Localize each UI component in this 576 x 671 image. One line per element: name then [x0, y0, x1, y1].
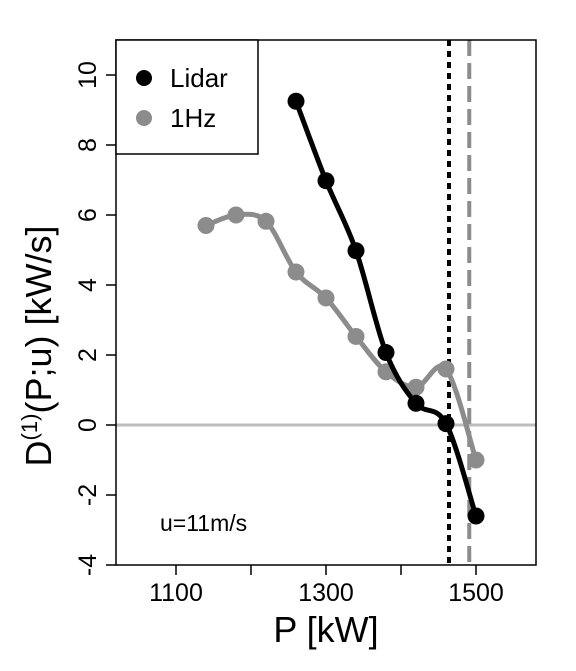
data-point-lidar-4: [377, 344, 395, 362]
x-axis-title: P [kW]: [273, 609, 378, 650]
data-point-1hz-2: [227, 206, 245, 224]
data-point-lidar-1: [287, 92, 305, 110]
y-tick-label: 2: [74, 348, 102, 362]
data-point-1hz-4: [287, 263, 305, 281]
x-tick-label: 1500: [448, 579, 504, 607]
y-axis: -4 -2 0 2 4 6 8 10: [74, 61, 116, 576]
y-tick-label: 6: [74, 208, 102, 222]
data-point-1hz-1: [197, 217, 215, 234]
legend-label-lidar: Lidar: [170, 63, 228, 93]
y-axis-title: D(1)(P;u) [kW/s]: [17, 226, 59, 467]
y-axis-title-superscript: (1): [17, 414, 42, 441]
data-point-1hz-6: [347, 327, 365, 345]
y-tick-label: -2: [74, 484, 102, 506]
data-point-lidar-7: [467, 507, 485, 525]
y-tick-label: -4: [74, 554, 102, 576]
data-point-lidar-6: [437, 415, 455, 433]
series-lidar: [287, 92, 485, 525]
data-point-1hz-3: [257, 212, 275, 230]
y-axis-title-rest: (P;u) [kW/s]: [18, 226, 59, 414]
y-axis-title-main: D: [18, 440, 59, 466]
data-point-1hz-10: [467, 451, 485, 469]
y-tick-label: 0: [74, 418, 102, 432]
series-layer: [197, 92, 485, 525]
data-point-1hz-5: [317, 289, 335, 307]
y-tick-label: 10: [74, 61, 102, 89]
y-tick-label: 8: [74, 138, 102, 152]
data-point-lidar-5: [407, 394, 425, 412]
x-axis: 1100 1300 1500: [149, 565, 504, 607]
legend-marker-1hz: [136, 110, 152, 126]
x-tick-label: 1100: [149, 579, 203, 607]
annotation-text: u=11m/s: [160, 510, 247, 536]
data-point-lidar-3: [347, 242, 365, 260]
legend: Lidar 1Hz: [115, 39, 259, 155]
legend-marker-lidar: [136, 70, 152, 86]
data-point-1hz-8: [407, 378, 425, 396]
legend-box: [115, 39, 259, 155]
x-tick-label: 1300: [298, 579, 354, 607]
data-point-lidar-2: [317, 172, 335, 190]
data-point-1hz-9: [437, 360, 455, 378]
y-tick-label: 4: [74, 278, 102, 292]
series-line-1hz: [203, 211, 479, 463]
legend-label-1hz: 1Hz: [170, 103, 216, 133]
